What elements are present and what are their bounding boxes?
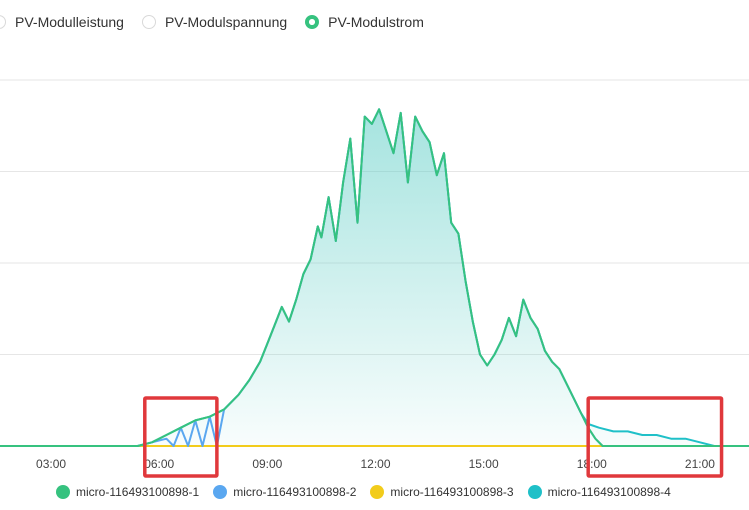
series-lines xyxy=(0,108,749,447)
x-axis-ticks: 03:00 06:00 09:00 12:00 15:00 18:00 21:00 xyxy=(36,457,715,471)
x-tick-label: 15:00 xyxy=(469,457,499,471)
radio-circle xyxy=(141,15,156,29)
x-tick-label: 21:00 xyxy=(685,457,715,471)
radio-pv-modulspannung[interactable]: PV-Modulspannung xyxy=(141,14,288,30)
legend-dot xyxy=(56,485,70,499)
x-tick-label: 12:00 xyxy=(360,457,390,471)
legend-dot xyxy=(213,485,228,499)
radio-circle-checked xyxy=(305,15,320,29)
legend-dot xyxy=(527,485,542,499)
area-fill xyxy=(0,109,749,446)
x-tick-label: 03:00 xyxy=(36,457,66,471)
highlight-box-morning xyxy=(143,396,219,478)
legend-label: micro-116493100898-3 xyxy=(390,485,514,499)
legend: micro-116493100898-1 micro-116493100898-… xyxy=(56,485,685,499)
legend-label: micro-116493100898-1 xyxy=(76,485,200,499)
legend-item-4[interactable]: micro-116493100898-4 xyxy=(527,485,671,499)
legend-label: micro-116493100898-4 xyxy=(547,485,671,499)
metric-selector: PV-Modulleistung PV-Modulspannung PV-Mod… xyxy=(0,14,442,30)
radio-pv-modulleistung[interactable]: PV-Modulleistung xyxy=(0,14,124,30)
legend-item-3[interactable]: micro-116493100898-3 xyxy=(370,485,514,499)
legend-item-1[interactable]: micro-116493100898-1 xyxy=(56,485,199,499)
legend-label: micro-116493100898-2 xyxy=(233,485,357,499)
x-tick-label: 18:00 xyxy=(577,457,607,471)
radio-label: PV-Modulspannung xyxy=(164,14,288,30)
x-tick-label: 06:00 xyxy=(144,457,174,471)
current-chart: 03:00 06:00 09:00 12:00 15:00 18:00 21:00 xyxy=(0,79,749,478)
series-line-1 xyxy=(0,108,749,447)
legend-item-2[interactable]: micro-116493100898-2 xyxy=(213,485,356,499)
radio-label: PV-Modulstrom xyxy=(328,14,424,30)
highlight-box-evening xyxy=(586,396,724,478)
x-tick-label: 09:00 xyxy=(252,457,282,471)
highlight-boxes xyxy=(143,396,724,478)
radio-pv-modulstrom[interactable]: PV-Modulstrom xyxy=(305,14,424,30)
radio-label: PV-Modulleistung xyxy=(15,14,124,30)
legend-dot xyxy=(370,485,385,499)
